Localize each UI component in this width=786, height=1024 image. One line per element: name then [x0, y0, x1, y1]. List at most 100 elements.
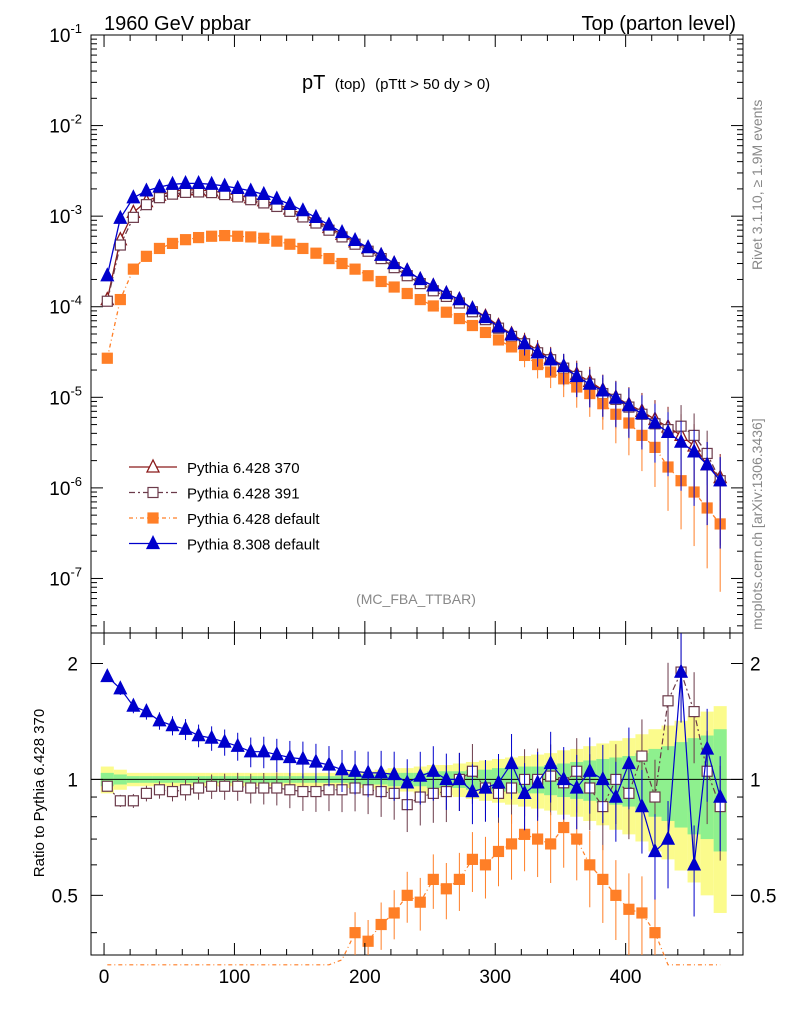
data-point-pdef — [114, 293, 126, 306]
band-green — [674, 742, 688, 828]
x-tick-label: 100 — [219, 967, 251, 988]
ratio-point-p391 — [166, 785, 179, 798]
energy-label: 1960 GeV ppbar — [104, 13, 251, 35]
ratio-point-p391 — [114, 795, 126, 807]
ratio-point-pdef — [427, 873, 439, 886]
ratio-point-p391 — [153, 784, 166, 796]
x-tick-label: 200 — [349, 967, 381, 988]
data-point-p8 — [204, 175, 219, 190]
data-point-p8 — [100, 267, 115, 282]
x-tick-label: 0 — [99, 967, 110, 988]
data-point-pdef — [505, 341, 518, 353]
ratio-point-p8 — [295, 750, 310, 765]
ratio-line-pdef — [107, 826, 721, 966]
data-point-p8 — [321, 216, 337, 231]
ratio-point-pdef — [479, 859, 492, 871]
ratio-y-tick-label-right: 0.5 — [750, 886, 776, 907]
data-point-p8 — [413, 271, 428, 286]
data-point-pdef — [206, 230, 218, 242]
ratio-point-pdef — [623, 903, 635, 915]
ratio-point-p8 — [556, 770, 571, 786]
data-point-pdef — [375, 275, 387, 288]
ratio-point-pdef — [636, 907, 648, 919]
ratio-point-p8 — [348, 762, 363, 777]
data-point-p8 — [308, 208, 323, 224]
ratio-point-p8 — [217, 733, 232, 748]
ratio-point-p391 — [649, 791, 661, 803]
data-point-p391 — [153, 192, 166, 204]
ratio-point-p8 — [478, 779, 493, 794]
data-point-pdef — [219, 229, 231, 242]
data-point-p8 — [687, 443, 702, 458]
ratio-point-p8 — [582, 762, 597, 777]
data-point-p8 — [374, 246, 389, 261]
data-point-p8 — [295, 202, 310, 217]
ratio-point-pdef — [597, 873, 609, 886]
data-point-p8 — [269, 190, 284, 205]
ratio-y-tick-label: 0.5 — [52, 886, 78, 907]
ratio-point-p391 — [101, 780, 113, 792]
ratio-point-p8 — [660, 830, 676, 845]
ratio-point-p8 — [139, 703, 154, 718]
data-point-pdef — [401, 287, 413, 300]
ratio-point-p8 — [687, 856, 702, 871]
ratio-y-tick-label-right: 1 — [750, 770, 761, 791]
ratio-point-p8 — [700, 740, 715, 755]
y-tick-label: 10-6 — [49, 474, 82, 500]
ratio-point-pdef — [584, 859, 596, 871]
data-point-p8 — [517, 335, 532, 350]
data-point-pdef — [166, 237, 179, 250]
data-point-pdef — [101, 352, 113, 364]
data-point-pdef — [323, 252, 335, 265]
ratio-point-p8 — [517, 784, 532, 800]
data-point-p8 — [608, 389, 623, 404]
data-point-p8 — [504, 326, 519, 341]
data-point-p8 — [387, 255, 402, 270]
ratio-point-p8 — [308, 753, 323, 768]
data-point-p8 — [582, 375, 597, 390]
ratio-point-p8 — [491, 774, 506, 789]
ratio-point-p8 — [543, 755, 558, 770]
ratio-point-p8 — [621, 755, 636, 770]
data-point-pdef — [453, 312, 465, 325]
data-point-p8 — [348, 231, 363, 247]
ratio-point-p8 — [334, 761, 350, 776]
ratio-point-p8 — [647, 843, 663, 858]
ratio-point-p8 — [634, 798, 649, 813]
ratio-point-p8 — [713, 788, 728, 803]
legend: Pythia 6.428 370 Pythia 6.428 391 Pythia 6… — [129, 458, 320, 554]
data-point-pdef — [245, 231, 257, 243]
x-axis: 0 100 200 300 400 — [99, 35, 731, 988]
data-point-pdef — [127, 263, 139, 275]
ratio-point-p8 — [191, 727, 206, 742]
data-point-p8 — [700, 456, 715, 471]
ratio-point-pdef — [362, 935, 374, 947]
data-point-p8 — [621, 397, 636, 412]
data-point-pdef — [336, 257, 348, 270]
data-point-p8 — [569, 367, 584, 383]
ratio-y-tick-label-right: 2 — [750, 654, 761, 675]
ratio-point-p391 — [140, 787, 153, 799]
y-tick-label: 10-1 — [49, 21, 82, 47]
data-point-pdef — [362, 270, 374, 282]
ratio-point-pdef — [492, 845, 505, 858]
data-point-p8 — [426, 277, 441, 292]
ratio-point-p8 — [243, 743, 258, 758]
ratio-point-p8 — [595, 770, 610, 786]
ratio-point-p391 — [258, 782, 270, 794]
y-tick-label: 10-5 — [49, 383, 82, 409]
ratio-point-p391 — [179, 784, 192, 796]
data-point-p8 — [647, 414, 663, 429]
ratio-point-p8 — [178, 720, 193, 735]
ratio-point-p8 — [374, 764, 389, 779]
data-point-pdef — [479, 326, 492, 339]
data-point-pdef — [140, 250, 153, 262]
data-point-pdef — [349, 263, 361, 275]
data-point-p8 — [543, 351, 558, 366]
ratio-point-pdef — [349, 927, 361, 939]
data-point-pdef — [153, 242, 166, 255]
ratio-point-p8 — [230, 737, 245, 752]
ratio-point-pdef — [375, 918, 387, 931]
data-point-p8 — [165, 175, 180, 190]
data-point-p8 — [530, 344, 545, 359]
